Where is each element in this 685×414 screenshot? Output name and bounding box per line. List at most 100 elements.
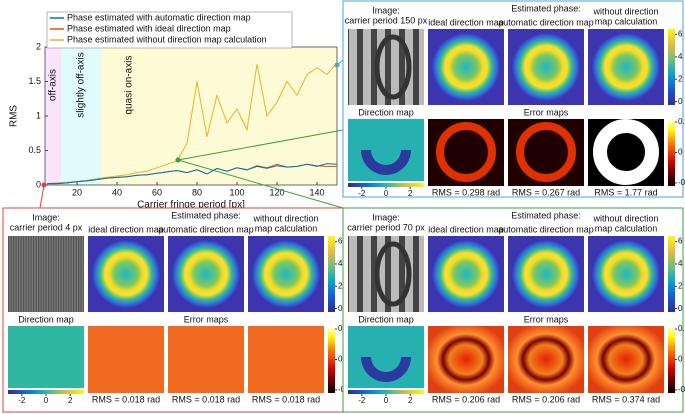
error-colorbar <box>328 326 335 393</box>
direction-colorbar <box>8 390 84 394</box>
colorbar-tick-label: 2 <box>408 396 413 405</box>
marker <box>334 62 340 68</box>
direction-label: Direction map <box>358 314 414 324</box>
colorbar-tick-label: 0 <box>338 355 343 364</box>
colorbar-tick-label: -2 <box>18 396 26 405</box>
error-map <box>508 326 584 393</box>
x-tick-label: 80 <box>192 187 202 197</box>
rms-label: RMS = 0.018 rad <box>252 394 320 404</box>
image-label: Image: <box>372 5 400 15</box>
colorbar-tick-label: 4 <box>678 52 683 61</box>
colorbar-tick-label: 0 <box>678 148 683 157</box>
error-ring <box>593 119 659 185</box>
direction-label: Direction map <box>358 107 414 117</box>
column-header: map calculation <box>595 16 658 26</box>
estimated-label: Estimated phase: <box>511 3 581 13</box>
image-label: Image: <box>372 212 400 222</box>
phase-map <box>92 240 160 308</box>
phase-colorbar <box>668 236 675 312</box>
error-map <box>428 326 504 393</box>
phase-map <box>172 240 240 308</box>
column-header: ideal direction map <box>428 224 504 234</box>
phase-map <box>432 240 500 308</box>
legend-label: Phase estimated with ideal direction map <box>67 23 231 33</box>
phase-map <box>592 33 660 101</box>
colorbar-tick-label: -0.5 <box>678 385 685 394</box>
image-caption: carrier period 4 px <box>10 222 83 232</box>
column-header: ideal direction map <box>428 17 504 27</box>
error-map <box>88 326 164 393</box>
colorbar-tick-label: 0.5 <box>678 117 685 126</box>
marker <box>41 182 47 188</box>
rms-label: RMS = 0.267 rad <box>512 187 580 197</box>
region-label: off-axis <box>48 69 59 101</box>
colorbar-tick-label: 2 <box>678 281 683 290</box>
colorbar-tick-label: 6 <box>678 237 683 246</box>
x-tick-label: 20 <box>72 187 82 197</box>
connector <box>39 184 45 209</box>
column-header: without direction <box>592 6 658 16</box>
region <box>101 47 337 185</box>
region <box>45 47 61 185</box>
error-colorbar <box>668 326 675 393</box>
x-tick-label: 60 <box>152 187 162 197</box>
error-label: Error maps <box>524 107 569 117</box>
series-line <box>47 163 338 185</box>
y-axis-label: RMS <box>9 105 20 128</box>
phase-map <box>432 33 500 101</box>
error-colorbar <box>668 119 675 186</box>
phase-colorbar <box>668 29 675 105</box>
direction-colorbar <box>348 183 424 187</box>
error-map <box>588 326 664 393</box>
colorbar-tick-label: -2 <box>358 189 366 198</box>
x-tick-label: 140 <box>309 187 324 197</box>
marker <box>175 157 181 163</box>
panel: Estimated phase: Image:carrier period 70 … <box>342 207 685 413</box>
rms-chart: off-axis slightly off-axis quasi on-axis 0 0… <box>9 11 338 211</box>
rms-label: RMS = 0.298 rad <box>432 187 500 197</box>
colorbar-tick-label: -2 <box>358 396 366 405</box>
connector <box>177 129 344 161</box>
direction-arc <box>361 150 411 175</box>
colorbar-tick-label: 2 <box>68 396 73 405</box>
rms-label: RMS = 0.206 rad <box>432 394 500 404</box>
error-label: Error maps <box>524 314 569 324</box>
phase-map <box>512 33 580 101</box>
column-header: automatic direction map <box>498 224 594 234</box>
colorbar-tick-label: -0.5 <box>678 178 685 187</box>
connector <box>177 159 344 209</box>
legend-label: Phase estimated without direction map ca… <box>67 34 267 44</box>
estimated-label: Estimated phase: <box>511 210 581 220</box>
image-caption: carrier period 70 px <box>347 222 425 232</box>
fringe-bend <box>374 241 412 307</box>
panel: Estimated phase: Image:carrier period 150… <box>342 0 685 198</box>
phase-map <box>592 240 660 308</box>
legend-label: Phase estimated with automatic direction… <box>67 12 251 22</box>
column-header: without direction <box>592 213 658 223</box>
colorbar-tick-label: 6 <box>338 237 343 246</box>
rms-label: RMS = 0.018 rad <box>172 394 240 404</box>
colorbar-tick-label: 0 <box>44 396 49 405</box>
fringe-image <box>8 236 84 312</box>
colorbar-tick-label: 0 <box>678 304 683 313</box>
colorbar-tick-label: 0 <box>678 97 683 106</box>
direction-map <box>8 326 84 388</box>
error-map <box>168 326 244 393</box>
x-tick-label: 100 <box>229 187 244 197</box>
colorbar-tick-label: 2 <box>678 74 683 83</box>
phase-map <box>252 240 320 308</box>
region-label: quasi on-axis <box>124 56 135 115</box>
y-tick-label: 0.5 <box>28 145 41 155</box>
colorbar-tick-label: 0.5 <box>678 324 685 333</box>
estimated-label: Estimated phase: <box>171 210 241 220</box>
x-tick-label: 40 <box>112 187 122 197</box>
direction-arc <box>361 357 411 382</box>
fringe-bend <box>374 34 412 100</box>
column-header: without direction <box>252 213 318 223</box>
colorbar-tick-label: 2 <box>408 189 413 198</box>
colorbar-tick-label: 0 <box>678 355 683 364</box>
colorbar-tick-label: 0 <box>384 189 389 198</box>
column-header: ideal direction map <box>88 224 164 234</box>
column-header: automatic direction map <box>498 17 594 27</box>
